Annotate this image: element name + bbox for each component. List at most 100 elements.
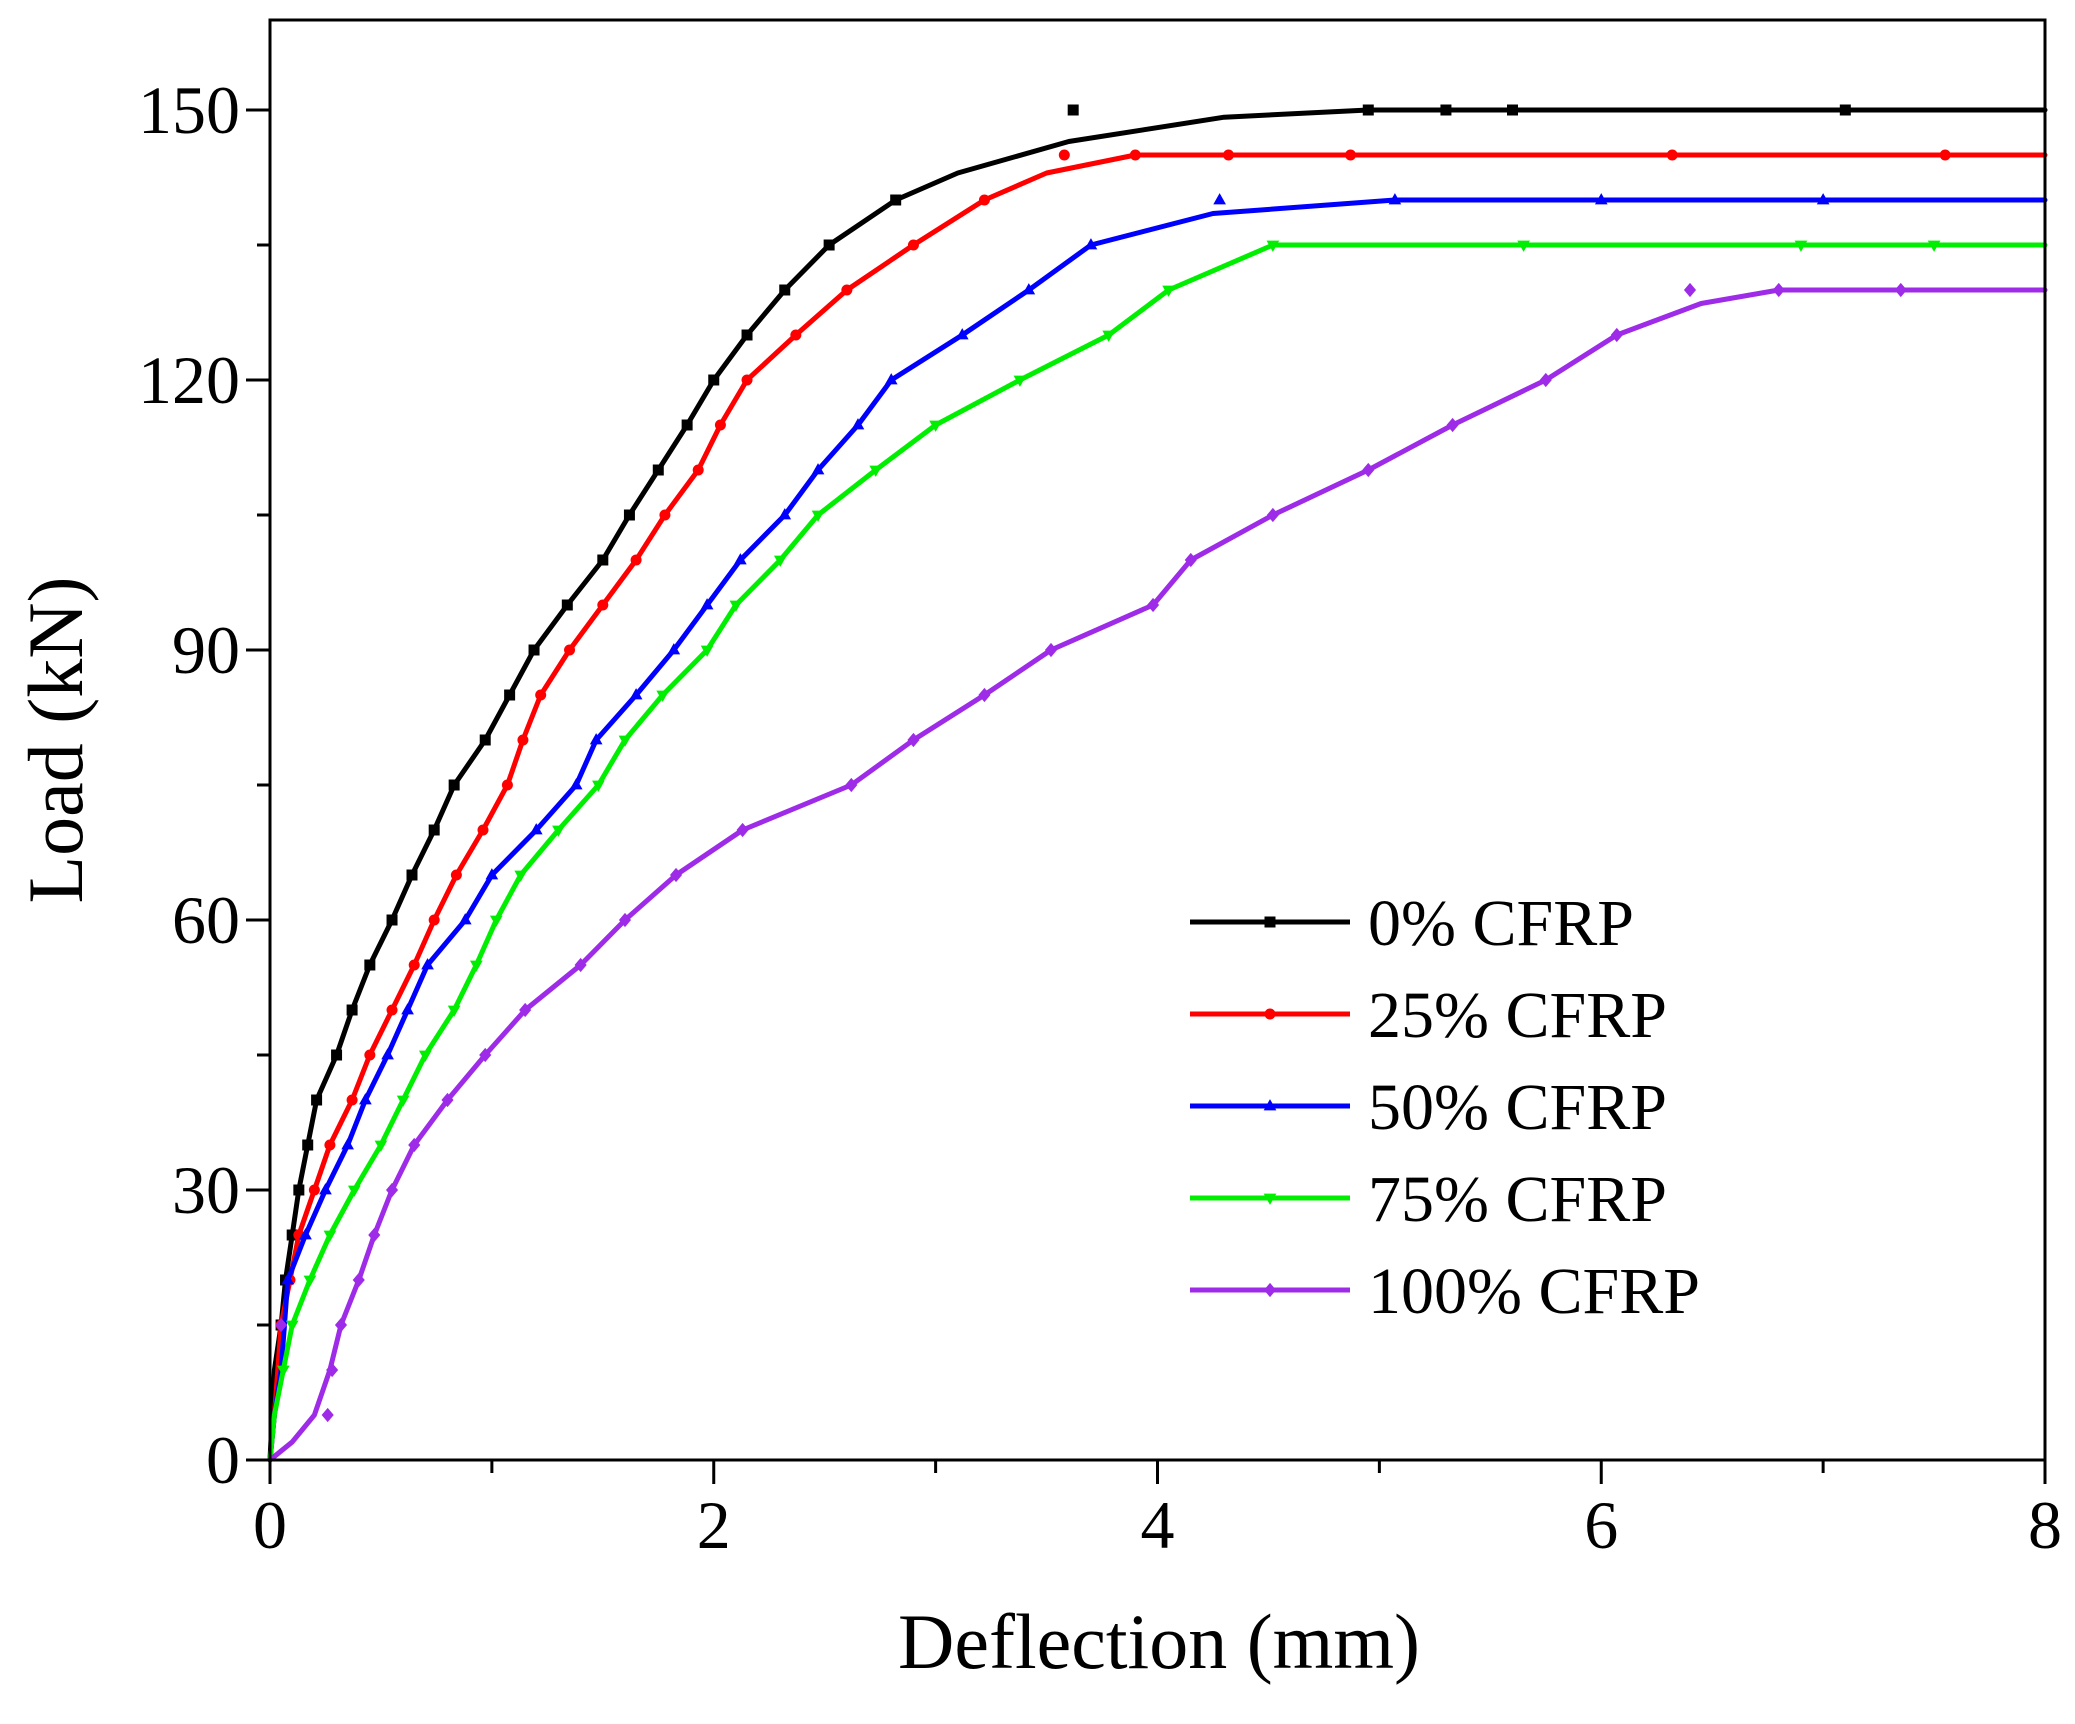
data-point-25pct-cfrp	[428, 914, 440, 926]
series-group	[267, 104, 2048, 1463]
data-point-25pct-cfrp	[790, 329, 802, 341]
data-point-25pct-cfrp	[1223, 149, 1234, 161]
y-tick-label: 120	[138, 342, 240, 418]
data-point-0pct-cfrp	[890, 194, 902, 206]
data-point-0pct-cfrp	[406, 869, 418, 881]
legend-label: 100% CFRP	[1368, 1255, 1700, 1328]
data-point-100pct-cfrp	[408, 1137, 421, 1153]
data-point-0pct-cfrp	[779, 284, 791, 296]
data-point-0pct-cfrp	[708, 374, 720, 386]
data-point-100pct-cfrp	[326, 1362, 339, 1378]
series-0pct-cfrp	[267, 104, 2048, 1463]
data-point-50pct-cfrp	[589, 733, 603, 745]
series-line-50pct-cfrp	[267, 197, 2048, 1463]
legend-marker	[1264, 916, 1276, 928]
data-point-50pct-cfrp	[629, 688, 643, 700]
data-point-100pct-cfrp	[907, 732, 920, 748]
data-point-0pct-cfrp	[597, 554, 609, 566]
data-point-75pct-cfrp	[1927, 240, 1941, 252]
data-point-50pct-cfrp	[299, 1228, 312, 1240]
data-point-0pct-cfrp	[386, 914, 398, 926]
series-25pct-cfrp	[267, 149, 2048, 1463]
data-point-0pct-cfrp	[1507, 104, 1518, 116]
data-point-100pct-cfrp	[1184, 552, 1197, 568]
data-point-0pct-cfrp	[504, 689, 516, 701]
data-point-75pct-cfrp	[1266, 240, 1280, 252]
data-point-50pct-cfrp	[341, 1138, 354, 1150]
data-point-75pct-cfrp	[656, 690, 670, 702]
legend-item-100pct-cfrp: 100% CFRP	[1190, 1255, 1700, 1328]
data-point-50pct-cfrp	[778, 508, 792, 520]
data-point-25pct-cfrp	[386, 1004, 398, 1016]
x-tick-label: 8	[2028, 1487, 2062, 1563]
data-point-50pct-cfrp	[569, 778, 583, 790]
data-point-100pct-cfrp	[669, 867, 683, 883]
data-point-75pct-cfrp	[869, 465, 883, 477]
data-point-25pct-cfrp	[346, 1094, 358, 1106]
data-point-100pct-cfrp	[479, 1047, 492, 1063]
data-point-75pct-cfrp	[447, 1005, 461, 1017]
axes-group	[268, 18, 2047, 1462]
data-point-0pct-cfrp	[1839, 104, 1851, 116]
data-point-75pct-cfrp	[1162, 285, 1175, 297]
data-point-100pct-cfrp	[1539, 372, 1552, 388]
x-tick-label: 4	[1141, 1487, 1175, 1563]
data-point-100pct-cfrp	[618, 912, 632, 928]
data-point-75pct-cfrp	[552, 825, 565, 837]
legend-marker	[1263, 1193, 1277, 1205]
data-point-100pct-cfrp	[978, 687, 991, 703]
data-point-100pct-cfrp	[334, 1317, 348, 1333]
legend-item-50pct-cfrp: 50% CFRP	[1190, 1071, 1667, 1144]
x-tick-label: 0	[253, 1487, 287, 1563]
legend-item-25pct-cfrp: 25% CFRP	[1190, 979, 1667, 1052]
data-point-75pct-cfrp	[323, 1230, 337, 1242]
data-point-0pct-cfrp	[428, 824, 440, 836]
plot-frame	[268, 18, 2047, 1462]
data-point-25pct-cfrp	[630, 554, 642, 566]
data-point-50pct-cfrp	[700, 598, 714, 610]
data-point-25pct-cfrp	[364, 1049, 376, 1061]
data-point-75pct-cfrp	[276, 1365, 290, 1377]
data-point-75pct-cfrp	[1794, 240, 1808, 252]
data-point-0pct-cfrp	[479, 734, 491, 746]
data-point-100pct-cfrp	[736, 822, 749, 838]
data-point-0pct-cfrp	[1362, 104, 1374, 116]
data-point-25pct-cfrp	[1058, 149, 1070, 161]
series-50pct-cfrp	[267, 193, 2048, 1463]
data-point-100pct-cfrp	[1894, 282, 1907, 298]
data-point-100pct-cfrp	[385, 1182, 399, 1198]
data-point-25pct-cfrp	[1129, 149, 1141, 161]
data-point-75pct-cfrp	[347, 1185, 361, 1197]
data-point-25pct-cfrp	[564, 644, 576, 656]
data-point-100pct-cfrp	[1446, 417, 1459, 433]
data-point-25pct-cfrp	[501, 779, 513, 791]
data-point-25pct-cfrp	[714, 419, 726, 431]
data-point-25pct-cfrp	[692, 464, 704, 476]
data-point-50pct-cfrp	[811, 463, 825, 475]
legend-marker	[1263, 1282, 1277, 1298]
data-point-75pct-cfrp	[929, 420, 942, 432]
data-point-25pct-cfrp	[308, 1184, 320, 1196]
data-point-50pct-cfrp	[319, 1183, 332, 1195]
data-point-25pct-cfrp	[517, 734, 529, 746]
data-point-0pct-cfrp	[623, 509, 635, 521]
data-point-50pct-cfrp	[1388, 193, 1402, 205]
data-point-25pct-cfrp	[978, 194, 990, 206]
data-point-25pct-cfrp	[907, 239, 919, 251]
data-point-100pct-cfrp	[321, 1407, 334, 1423]
y-axis-title: Load (kN)	[12, 576, 99, 903]
data-point-0pct-cfrp	[741, 329, 753, 341]
y-tick-label: 150	[138, 72, 240, 148]
data-point-75pct-cfrp	[374, 1140, 388, 1152]
series-line-25pct-cfrp	[267, 152, 2048, 1463]
data-point-50pct-cfrp	[1084, 238, 1098, 250]
data-point-100pct-cfrp	[1044, 642, 1058, 658]
data-point-100pct-cfrp	[441, 1092, 454, 1108]
data-point-50pct-cfrp	[884, 373, 898, 385]
data-point-75pct-cfrp	[618, 735, 632, 747]
data-point-0pct-cfrp	[1440, 104, 1452, 116]
data-point-100pct-cfrp	[275, 1317, 288, 1333]
data-point-0pct-cfrp	[448, 779, 460, 791]
data-point-100pct-cfrp	[845, 777, 858, 793]
